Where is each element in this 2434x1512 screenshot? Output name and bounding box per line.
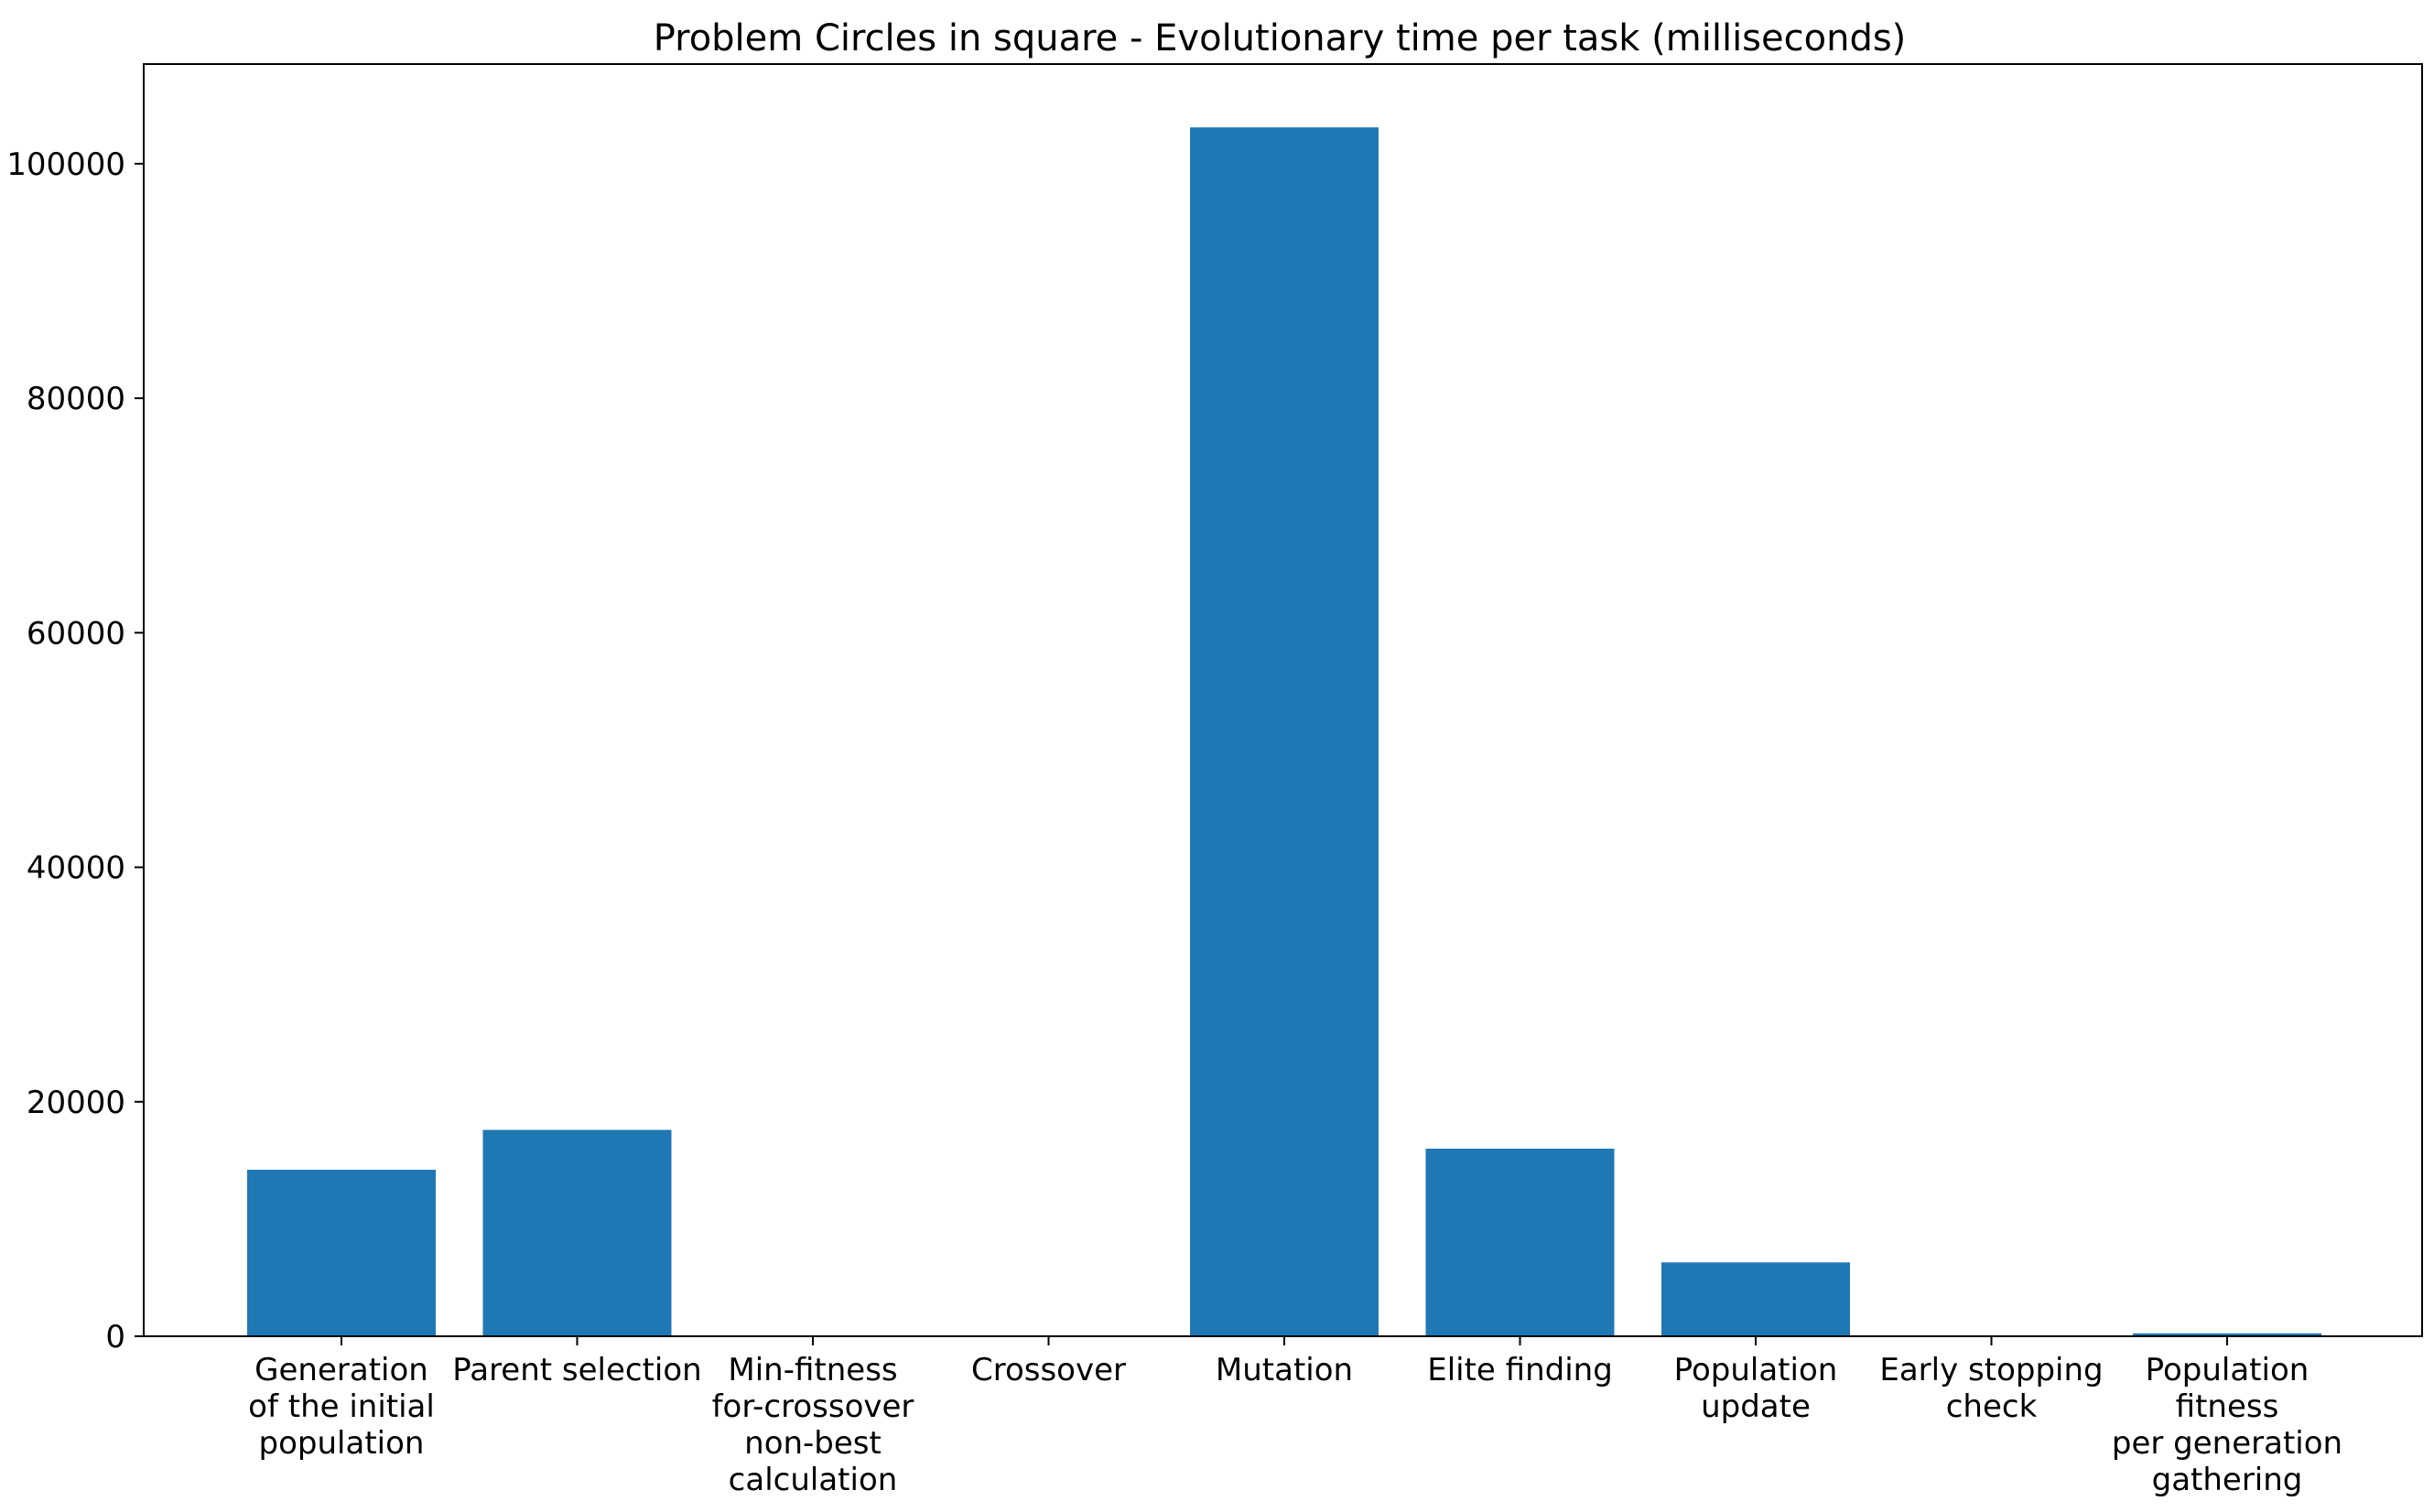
x-tick-label: Population update	[1674, 1352, 1838, 1425]
x-tick-label-line: for-crossover	[712, 1388, 914, 1425]
x-tick-label-line: Population	[1674, 1352, 1838, 1388]
y-tick-label: 100000	[6, 146, 125, 183]
x-tick-label-line: Early stopping	[1879, 1352, 2103, 1388]
y-tick-label: 40000	[27, 850, 125, 887]
bar	[482, 1129, 672, 1336]
x-tick-label-line: population	[259, 1425, 425, 1462]
bars-group	[247, 127, 2321, 1337]
y-tick-label: 60000	[27, 615, 125, 652]
x-tick-label-line: of the initial	[248, 1388, 435, 1425]
x-tick-label-line: Min-fitness	[728, 1352, 897, 1388]
x-tick-label: Min-fitness for-crossover non-best calculat…	[712, 1352, 914, 1498]
x-tick-label: Generation of the initial population	[248, 1352, 435, 1462]
x-tick-label-line: Generation	[254, 1352, 428, 1388]
x-tick-label: Early stopping check	[1879, 1352, 2103, 1425]
x-tick-label-line: Parent selection	[452, 1352, 701, 1388]
bar	[247, 1170, 436, 1336]
x-tick-label-line: Elite finding	[1427, 1352, 1613, 1388]
bar	[2133, 1333, 2321, 1336]
x-tick-label-line: gathering	[2152, 1462, 2303, 1498]
x-tick-label: Crossover	[971, 1352, 1126, 1388]
x-tick-label-line: Population	[2146, 1352, 2310, 1388]
x-tick-label-line: check	[1946, 1388, 2038, 1425]
plot-frame	[143, 63, 2423, 1337]
chart-title: Problem Circles in square - Evolutionary…	[654, 17, 1907, 59]
x-axis: Generation of the initial population Parent…	[248, 1336, 2342, 1498]
x-tick-label: Population fitness per generation gathering	[2112, 1352, 2342, 1498]
x-tick-label: Elite finding	[1427, 1352, 1613, 1388]
x-tick-label: Mutation	[1216, 1352, 1353, 1388]
x-tick-label-line: per generation	[2112, 1425, 2342, 1462]
x-tick-label-line: Crossover	[971, 1352, 1126, 1388]
y-tick-label: 20000	[27, 1085, 125, 1121]
x-tick-label-line: Mutation	[1216, 1352, 1353, 1388]
x-tick-label-line: calculation	[729, 1462, 898, 1498]
bar	[1190, 127, 1379, 1337]
x-tick-label: Parent selection	[452, 1352, 701, 1388]
bar	[1425, 1149, 1615, 1336]
y-tick-label: 80000	[27, 381, 125, 417]
x-tick-label-line: non-best	[744, 1425, 882, 1462]
bar	[1661, 1262, 1850, 1336]
x-tick-label-line: update	[1701, 1388, 1811, 1425]
x-tick-label-line: fitness	[2176, 1388, 2279, 1425]
y-axis: 0 20000 40000 60000 80000 100000	[6, 146, 144, 1355]
y-tick-label: 0	[105, 1319, 125, 1355]
